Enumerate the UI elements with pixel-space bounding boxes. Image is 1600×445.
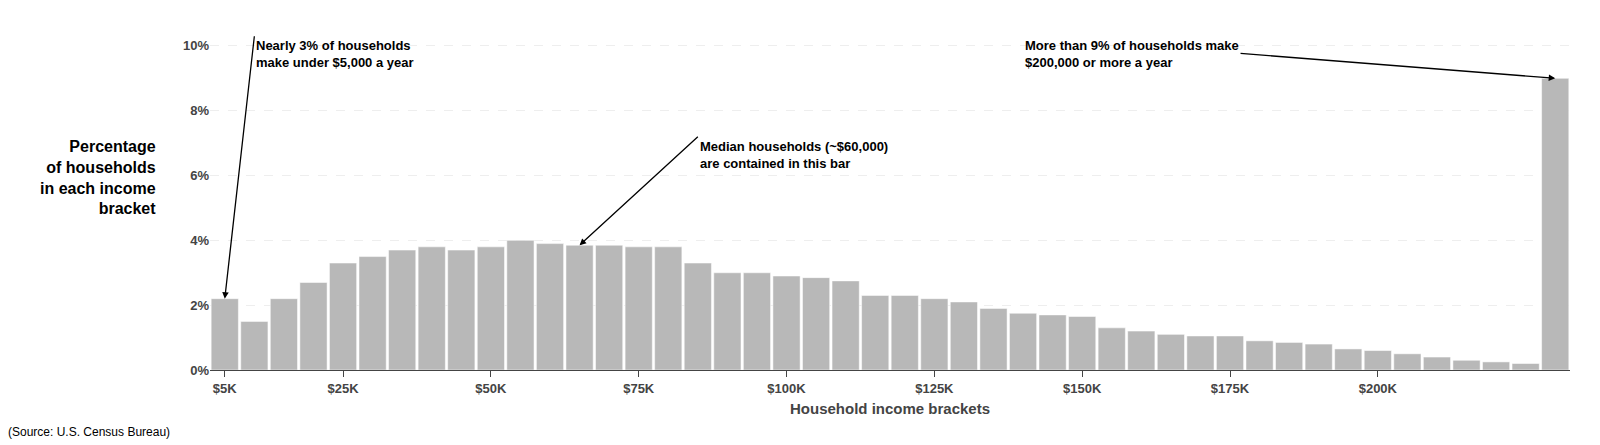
svg-text:6%: 6%: [190, 168, 209, 183]
svg-text:2%: 2%: [190, 298, 209, 313]
svg-text:$25K: $25K: [328, 381, 360, 396]
svg-text:Household income brackets: Household income brackets: [790, 400, 990, 417]
svg-text:8%: 8%: [190, 103, 209, 118]
svg-text:$200K: $200K: [1359, 381, 1398, 396]
svg-text:More than 9% of households mak: More than 9% of households make$200,000 …: [1025, 38, 1239, 70]
svg-text:0%: 0%: [190, 363, 209, 378]
svg-text:Percentageof householdsin each: Percentageof householdsin each incomebra…: [40, 138, 156, 217]
svg-text:4%: 4%: [190, 233, 209, 248]
svg-text:$100K: $100K: [767, 381, 806, 396]
svg-text:$5K: $5K: [213, 381, 237, 396]
svg-text:(Source: U.S. Census Bureau): (Source: U.S. Census Bureau): [8, 425, 170, 439]
svg-text:10%: 10%: [183, 38, 209, 53]
svg-text:$175K: $175K: [1211, 381, 1250, 396]
svg-text:Median households (~$60,000)ar: Median households (~$60,000)are containe…: [700, 139, 888, 171]
svg-text:Nearly 3% of householdsmake un: Nearly 3% of householdsmake under $5,000…: [256, 38, 414, 70]
svg-text:$75K: $75K: [623, 381, 655, 396]
svg-text:$150K: $150K: [1063, 381, 1102, 396]
svg-text:$50K: $50K: [475, 381, 507, 396]
svg-text:$125K: $125K: [915, 381, 954, 396]
